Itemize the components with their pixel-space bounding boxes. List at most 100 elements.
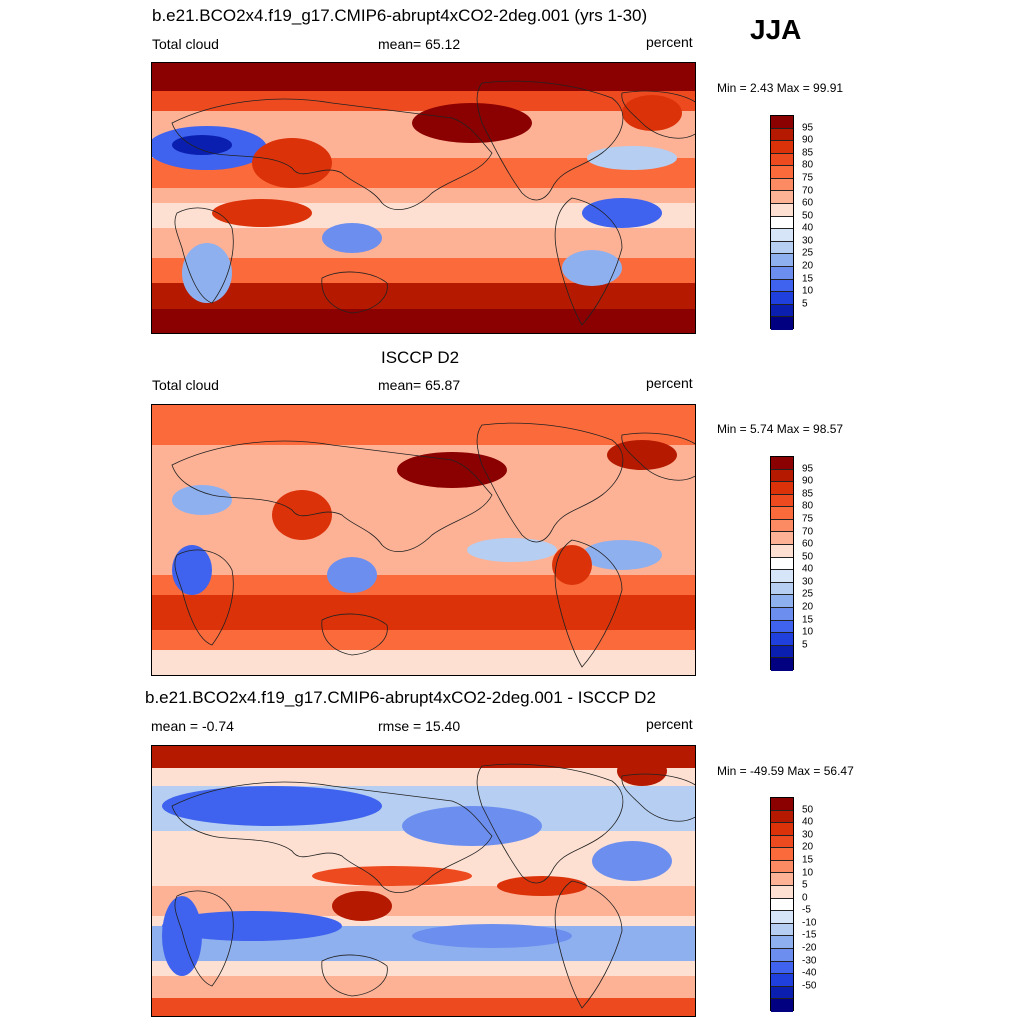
field-region (312, 866, 472, 886)
colorbar-swatch (771, 848, 793, 861)
field-band (152, 515, 695, 545)
panel1-variable-label: Total cloud (152, 36, 219, 52)
colorbar-swatch (771, 557, 793, 571)
colorbar-tick-label: 60 (802, 538, 814, 550)
field-region (412, 924, 572, 948)
coastline (476, 422, 624, 543)
panel2-colorbar (770, 456, 794, 671)
panel3-title: b.e21.BCO2x4.f19_g17.CMIP6-abrupt4xCO2-2… (145, 688, 656, 707)
colorbar-tick-label: 20 (802, 601, 814, 613)
coastline (554, 197, 623, 326)
field-band (152, 63, 695, 91)
colorbar-tick-label: 10 (802, 867, 814, 879)
panel1-colorbar (770, 115, 794, 330)
colorbar-tick-label: 20 (802, 841, 814, 853)
colorbar-swatch (771, 798, 793, 811)
field-region (582, 540, 662, 570)
colorbar-tick-label: 40 (802, 222, 814, 234)
colorbar-tick-label: 75 (802, 513, 814, 525)
colorbar-tick-label: 75 (802, 172, 814, 184)
coastline (171, 440, 493, 552)
colorbar-swatch (771, 633, 793, 646)
panel2-variable-label: Total cloud (152, 377, 219, 393)
colorbar-tick-label: 50 (802, 210, 814, 222)
colorbar-swatch (771, 191, 793, 205)
field-region (322, 223, 382, 253)
colorbar-tick-label: 15 (802, 614, 814, 626)
colorbar-swatch (771, 469, 793, 483)
field-region (607, 440, 677, 470)
colorbar-swatch (771, 304, 793, 318)
colorbar-swatch (771, 507, 793, 520)
field-band (152, 309, 695, 333)
panel3-colorbar (770, 797, 794, 1012)
panel2-map (151, 404, 696, 676)
colorbar-tick-label: -10 (802, 917, 817, 929)
colorbar-swatch (771, 923, 793, 937)
colorbar-tick-label: 25 (802, 247, 814, 259)
colorbar-tick-label: 5 (802, 639, 808, 651)
colorbar-tick-label: 90 (802, 134, 814, 146)
field-band (152, 886, 695, 916)
coastline (321, 954, 388, 997)
colorbar-swatch (771, 873, 793, 887)
colorbar-swatch (771, 128, 793, 142)
colorbar-tick-label: 90 (802, 475, 814, 487)
coastline (476, 763, 624, 884)
field-region (622, 95, 682, 131)
coastline (171, 781, 493, 893)
colorbar-swatch (771, 948, 793, 962)
field-region (332, 891, 392, 921)
colorbar-tick-label: 85 (802, 147, 814, 159)
field-band (152, 91, 695, 111)
colorbar-tick-label: 60 (802, 197, 814, 209)
colorbar-tick-label: 20 (802, 260, 814, 272)
colorbar-swatch (771, 519, 793, 533)
colorbar-tick-label: -50 (802, 980, 817, 992)
colorbar-swatch (771, 254, 793, 267)
colorbar-swatch (771, 570, 793, 583)
colorbar-swatch (771, 898, 793, 912)
colorbar-tick-label: 85 (802, 488, 814, 500)
panel1-mean-label: mean= 65.12 (378, 36, 461, 52)
colorbar-swatch (771, 266, 793, 280)
field-region (497, 876, 587, 896)
panel2-title: ISCCP D2 (381, 348, 460, 367)
field-region (592, 841, 672, 881)
colorbar-tick-label: -20 (802, 942, 817, 954)
field-region (402, 806, 542, 846)
colorbar-tick-label: 80 (802, 159, 814, 171)
colorbar-tick-label: 25 (802, 588, 814, 600)
colorbar-swatch (771, 545, 793, 558)
panel1-units-label: percent (646, 34, 693, 50)
field-region (552, 545, 592, 585)
colorbar-tick-label: 10 (802, 626, 814, 638)
field-band (152, 650, 695, 675)
colorbar-swatch (771, 961, 793, 975)
colorbar-tick-label: 30 (802, 576, 814, 588)
colorbar-tick-label: 40 (802, 816, 814, 828)
colorbar-tick-label: 10 (802, 285, 814, 297)
colorbar-swatch (771, 482, 793, 495)
colorbar-tick-label: 40 (802, 563, 814, 575)
colorbar-swatch (771, 658, 793, 671)
colorbar-swatch (771, 595, 793, 608)
coastline (174, 890, 234, 987)
colorbar-swatch (771, 823, 793, 836)
colorbar-swatch (771, 141, 793, 154)
panel2-minmax: Min = 5.74 Max = 98.57 (717, 422, 844, 436)
field-region (172, 135, 232, 155)
colorbar-tick-label: 70 (802, 185, 814, 197)
field-region (467, 538, 557, 562)
field-region (412, 103, 532, 143)
colorbar-swatch (771, 911, 793, 924)
colorbar-swatch (771, 457, 793, 470)
colorbar-swatch (771, 835, 793, 849)
colorbar-swatch (771, 645, 793, 659)
coastline (621, 432, 695, 481)
field-region (272, 490, 332, 540)
panel1-map (151, 62, 696, 334)
coastline (321, 613, 388, 656)
colorbar-tick-label: 50 (802, 551, 814, 563)
field-region (172, 545, 212, 595)
